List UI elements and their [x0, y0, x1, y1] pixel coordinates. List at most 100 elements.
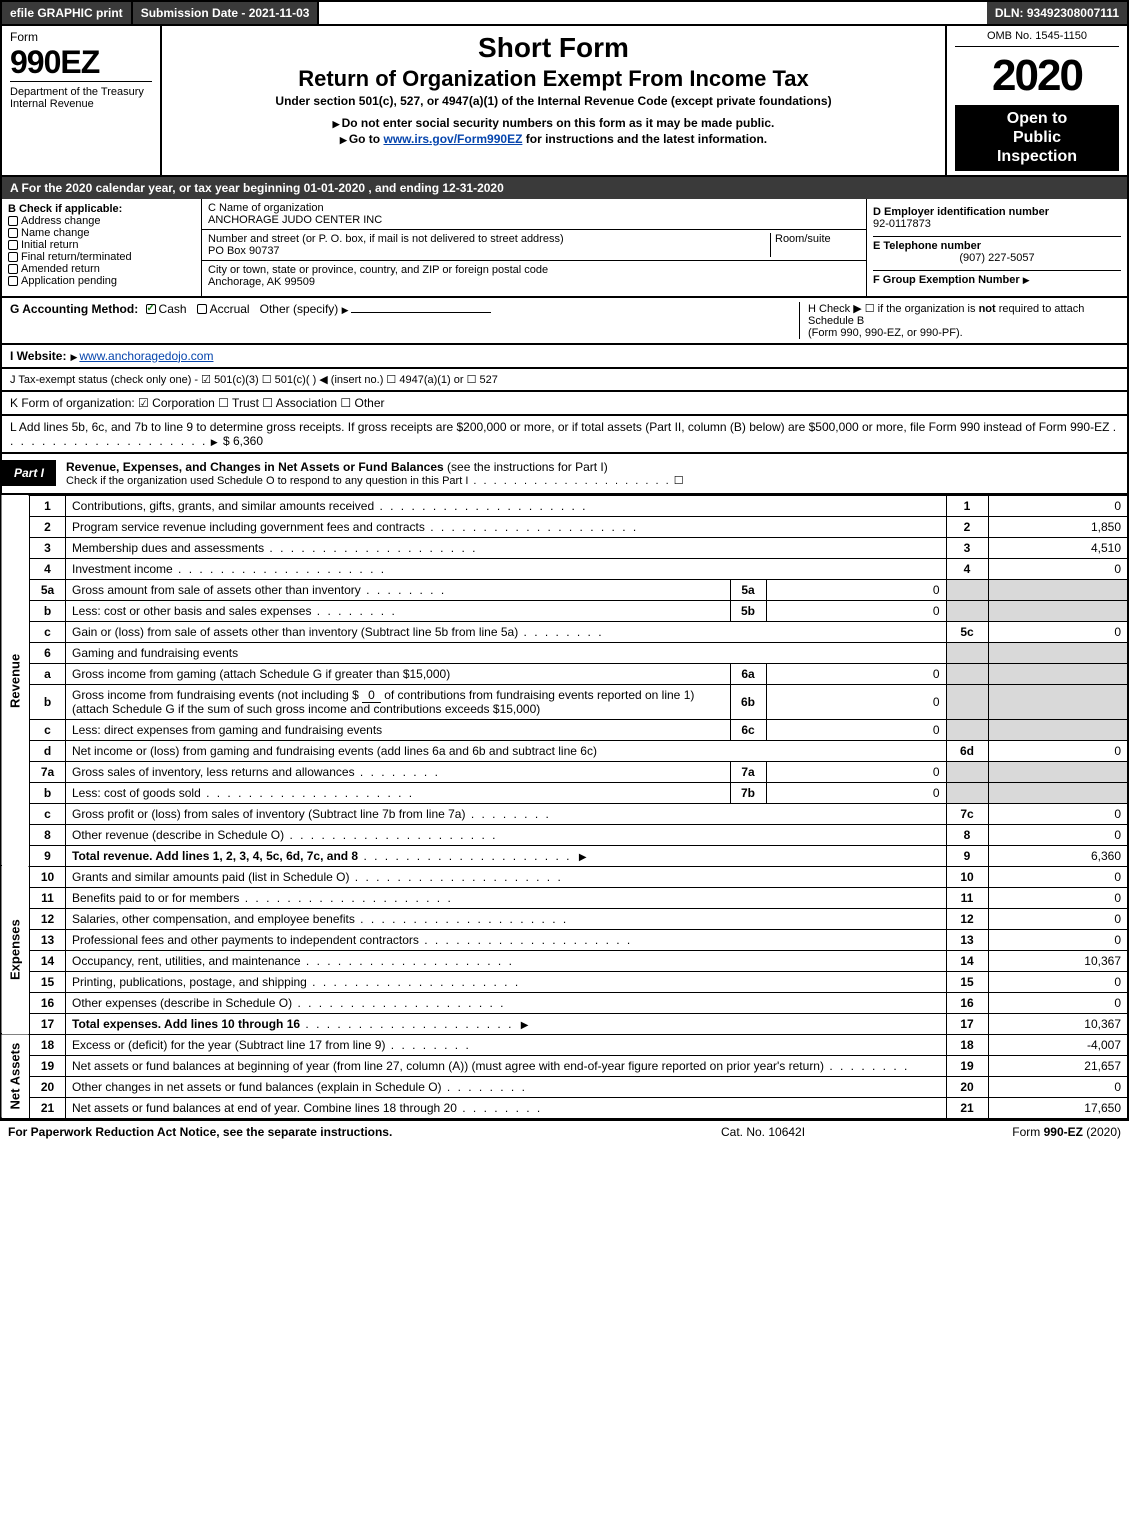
l7b-val-grey — [988, 782, 1128, 803]
l6b-val-grey — [988, 684, 1128, 719]
chk-initial[interactable]: Initial return — [8, 239, 195, 251]
l6b-rn-grey — [946, 684, 988, 719]
website-link[interactable]: www.anchoragedojo.com — [79, 349, 213, 363]
row-l: L Add lines 5b, 6c, and 7b to line 9 to … — [0, 416, 1129, 454]
l15-text: Printing, publications, postage, and shi… — [72, 975, 307, 989]
part-1-subend: ☐ — [674, 475, 684, 487]
inspect-2: Public — [959, 128, 1115, 147]
l6a-rn-grey — [946, 663, 988, 684]
chk-initial-lbl: Initial return — [21, 239, 78, 251]
l7b-text: Less: cost of goods sold — [72, 786, 201, 800]
l1-text: Contributions, gifts, grants, and simila… — [72, 499, 374, 513]
chk-name-lbl: Name change — [21, 227, 90, 239]
chk-pending[interactable]: Application pending — [8, 275, 195, 287]
chk-address[interactable]: Address change — [8, 215, 195, 227]
tel-row: E Telephone number (907) 227-5057 — [873, 237, 1121, 271]
line-17: 17 Total expenses. Add lines 10 through … — [1, 1013, 1128, 1034]
l2-val: 1,850 — [988, 516, 1128, 537]
l12-text: Salaries, other compensation, and employ… — [72, 912, 355, 926]
part-1-title: Revenue, Expenses, and Changes in Net As… — [66, 460, 444, 474]
form-word: Form — [10, 30, 152, 44]
irs-link[interactable]: www.irs.gov/Form990EZ — [383, 132, 522, 146]
line-5a: 5a Gross amount from sale of assets othe… — [1, 579, 1128, 600]
ssn-warning: Do not enter social security numbers on … — [170, 116, 937, 130]
l17-num: 17 — [30, 1013, 66, 1034]
row-i-lbl: I Website: — [10, 349, 66, 363]
footer-center: Cat. No. 10642I — [721, 1125, 941, 1139]
l18-text: Excess or (deficit) for the year (Subtra… — [72, 1038, 385, 1052]
l5c-num: c — [30, 621, 66, 642]
subtitle: Under section 501(c), 527, or 4947(a)(1)… — [170, 94, 937, 108]
city-lbl: City or town, state or province, country… — [208, 264, 860, 276]
line-18: Net Assets 18 Excess or (deficit) for th… — [1, 1034, 1128, 1055]
l6b-t1: Gross income from fundraising events (no… — [72, 688, 359, 702]
l7c-val: 0 — [988, 803, 1128, 824]
line-6d: d Net income or (loss) from gaming and f… — [1, 740, 1128, 761]
l19-rn: 19 — [946, 1055, 988, 1076]
l10-val: 0 — [988, 866, 1128, 887]
row-g-lbl: G Accounting Method: — [10, 302, 138, 316]
l19-val: 21,657 — [988, 1055, 1128, 1076]
l15-val: 0 — [988, 971, 1128, 992]
chk-cash[interactable] — [146, 304, 156, 314]
l4-text: Investment income — [72, 562, 173, 576]
accrual-lbl: Accrual — [210, 302, 250, 316]
l5b-rn-grey — [946, 600, 988, 621]
line-6b: b Gross income from fundraising events (… — [1, 684, 1128, 719]
chk-final-lbl: Final return/terminated — [21, 251, 132, 263]
row-l-amount: $ 6,360 — [223, 434, 263, 448]
chk-final[interactable]: Final return/terminated — [8, 251, 195, 263]
l11-num: 11 — [30, 887, 66, 908]
l5c-val: 0 — [988, 621, 1128, 642]
line-6c: c Less: direct expenses from gaming and … — [1, 719, 1128, 740]
tax-year: 2020 — [955, 51, 1119, 101]
line-3: 3 Membership dues and assessments 3 4,51… — [1, 537, 1128, 558]
org-block: B Check if applicable: Address change Na… — [0, 199, 1129, 298]
l5a-in: 5a — [730, 579, 766, 600]
l7a-num: 7a — [30, 761, 66, 782]
l19-num: 19 — [30, 1055, 66, 1076]
l1-val: 0 — [988, 495, 1128, 516]
row-h-1: H Check ▶ ☐ if the organization is — [808, 303, 979, 315]
row-k: K Form of organization: ☑ Corporation ☐ … — [0, 392, 1129, 416]
l14-rn: 14 — [946, 950, 988, 971]
l21-num: 21 — [30, 1097, 66, 1119]
netassets-side-label: Net Assets — [1, 1034, 30, 1119]
l6b-in: 6b — [730, 684, 766, 719]
l13-val: 0 — [988, 929, 1128, 950]
omb-number: OMB No. 1545-1150 — [955, 30, 1119, 47]
l6b-amt: 0 — [362, 688, 381, 703]
l13-text: Professional fees and other payments to … — [72, 933, 419, 947]
calendar-year-row: A For the 2020 calendar year, or tax yea… — [0, 177, 1129, 199]
org-city-row: City or town, state or province, country… — [202, 261, 866, 291]
l6d-rn: 6d — [946, 740, 988, 761]
page-footer: For Paperwork Reduction Act Notice, see … — [0, 1120, 1129, 1143]
l18-num: 18 — [30, 1034, 66, 1055]
line-8: 8 Other revenue (describe in Schedule O)… — [1, 824, 1128, 845]
l8-text: Other revenue (describe in Schedule O) — [72, 828, 284, 842]
l9-num: 9 — [30, 845, 66, 866]
l5a-text: Gross amount from sale of assets other t… — [72, 583, 361, 597]
efile-label[interactable]: efile GRAPHIC print — [2, 2, 133, 24]
l6d-val: 0 — [988, 740, 1128, 761]
department-2: Internal Revenue — [10, 98, 152, 110]
line-7a: 7a Gross sales of inventory, less return… — [1, 761, 1128, 782]
l7b-iv: 0 — [766, 782, 946, 803]
l21-val: 17,650 — [988, 1097, 1128, 1119]
row-h: H Check ▶ ☐ if the organization is not r… — [799, 302, 1119, 339]
header-grid: Form 990EZ Department of the Treasury In… — [0, 26, 1129, 177]
chk-amended[interactable]: Amended return — [8, 263, 195, 275]
line-7c: c Gross profit or (loss) from sales of i… — [1, 803, 1128, 824]
chk-name[interactable]: Name change — [8, 227, 195, 239]
l13-rn: 13 — [946, 929, 988, 950]
line-5c: c Gain or (loss) from sale of assets oth… — [1, 621, 1128, 642]
chk-accrual[interactable] — [197, 304, 207, 314]
group-lbl: F Group Exemption Number — [873, 274, 1020, 286]
l3-num: 3 — [30, 537, 66, 558]
line-12: 12 Salaries, other compensation, and emp… — [1, 908, 1128, 929]
l6a-num: a — [30, 663, 66, 684]
l6-num: 6 — [30, 642, 66, 663]
l16-rn: 16 — [946, 992, 988, 1013]
l5b-num: b — [30, 600, 66, 621]
other-specify-line[interactable] — [351, 312, 491, 313]
